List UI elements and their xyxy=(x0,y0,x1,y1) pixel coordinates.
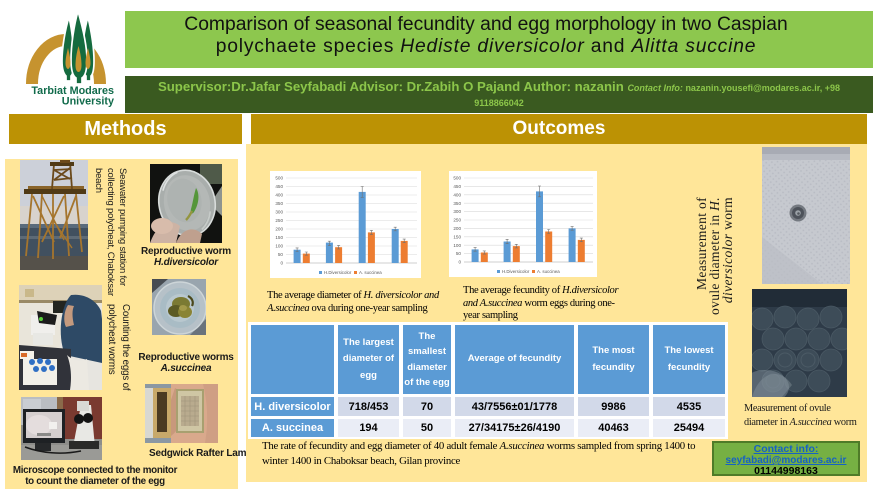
svg-text:500: 500 xyxy=(275,176,283,181)
svg-text:University: University xyxy=(62,96,114,108)
svg-text:150: 150 xyxy=(275,235,283,240)
svg-text:200: 200 xyxy=(275,227,283,232)
svg-text:200: 200 xyxy=(453,226,461,231)
svg-text:H.Diversicolor: H.Diversicolor xyxy=(324,270,352,275)
svg-text:A. succinea: A. succinea xyxy=(359,270,382,275)
svg-text:450: 450 xyxy=(275,184,283,189)
svg-text:400: 400 xyxy=(275,193,283,198)
svg-text:0: 0 xyxy=(458,260,461,265)
svg-text:H.Diversicolor: H.Diversicolor xyxy=(502,269,530,274)
svg-text:500: 500 xyxy=(453,176,461,181)
svg-text:450: 450 xyxy=(453,184,461,189)
svg-text:100: 100 xyxy=(275,244,283,249)
svg-text:300: 300 xyxy=(275,210,283,215)
svg-text:400: 400 xyxy=(453,192,461,197)
svg-text:50: 50 xyxy=(456,251,462,256)
svg-text:Tarbiat Modares: Tarbiat Modares xyxy=(31,85,114,97)
svg-text:0: 0 xyxy=(280,261,283,266)
svg-text:300: 300 xyxy=(453,209,461,214)
svg-text:50: 50 xyxy=(278,252,284,257)
svg-text:150: 150 xyxy=(453,234,461,239)
svg-text:250: 250 xyxy=(453,218,461,223)
svg-text:350: 350 xyxy=(275,201,283,206)
svg-text:250: 250 xyxy=(275,218,283,223)
svg-text:A. succinea: A. succinea xyxy=(537,269,560,274)
svg-text:100: 100 xyxy=(453,243,461,248)
svg-text:350: 350 xyxy=(453,201,461,206)
